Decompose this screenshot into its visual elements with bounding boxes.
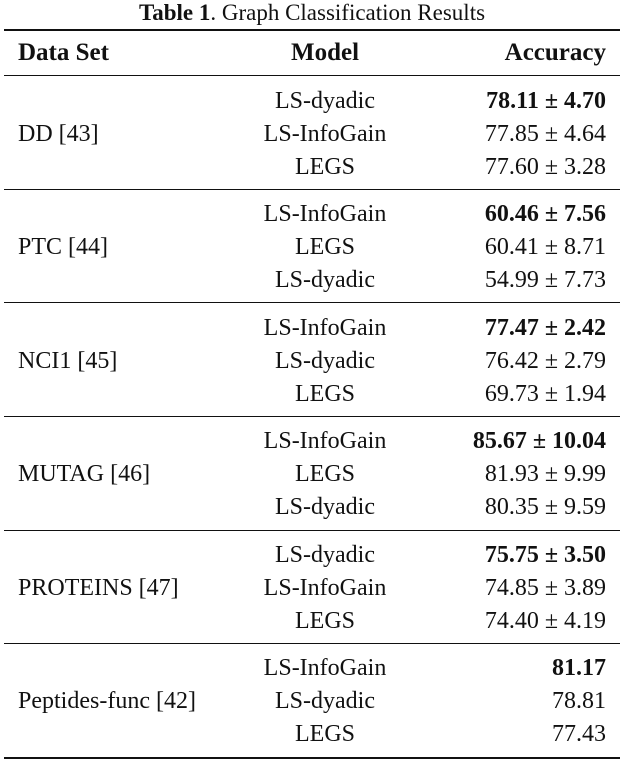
group-separator-rule [4, 530, 620, 532]
table-caption: Table 1. Graph Classification Results [0, 0, 624, 26]
dataset-name: MUTAG [46] [18, 461, 151, 487]
dataset-name: PROTEINS [47] [18, 575, 179, 601]
accuracy-value: 77.85 ± 4.64 [484, 121, 606, 147]
accuracy-value: 77.43 [552, 721, 606, 747]
accuracy-value-best: 78.11 ± 4.70 [486, 88, 606, 114]
accuracy-value: 78.81 [552, 688, 606, 714]
table-caption-text: . Graph Classification Results [210, 0, 486, 25]
bottom-rule [4, 757, 620, 760]
accuracy-value: 77.60 ± 3.28 [484, 154, 606, 180]
model-name: LEGS [295, 154, 355, 180]
model-name: LS-dyadic [275, 494, 375, 520]
accuracy-value: 60.41 ± 8.71 [484, 234, 606, 260]
model-name: LS-dyadic [275, 542, 375, 568]
group-separator-rule [4, 302, 620, 304]
accuracy-value: 74.40 ± 4.19 [484, 608, 606, 634]
accuracy-value: 81.93 ± 9.99 [484, 461, 606, 487]
accuracy-value: 54.99 ± 7.73 [484, 267, 606, 293]
model-name: LS-InfoGain [263, 428, 387, 454]
model-name: LS-InfoGain [263, 315, 387, 341]
accuracy-value: 76.42 ± 2.79 [484, 348, 606, 374]
accuracy-value-best: 75.75 ± 3.50 [484, 542, 606, 568]
top-rule [4, 29, 620, 32]
dataset-name: NCI1 [45] [18, 348, 118, 374]
model-name: LEGS [295, 381, 355, 407]
accuracy-value: 69.73 ± 1.94 [484, 381, 606, 407]
accuracy-value: 74.85 ± 3.89 [484, 575, 606, 601]
group-separator-rule [4, 189, 620, 191]
model-name: LS-InfoGain [263, 121, 387, 147]
model-name: LEGS [295, 461, 355, 487]
model-name: LS-InfoGain [263, 575, 387, 601]
accuracy-value-best: 85.67 ± 10.04 [472, 428, 606, 454]
model-name: LS-dyadic [275, 348, 375, 374]
header-accuracy: Accuracy [504, 39, 606, 66]
header-model: Model [290, 39, 360, 66]
model-name: LS-dyadic [275, 267, 375, 293]
model-name: LS-InfoGain [263, 655, 387, 681]
group-separator-rule [4, 643, 620, 645]
model-name: LEGS [295, 234, 355, 260]
dataset-name: DD [43] [18, 121, 99, 147]
accuracy-value-best: 60.46 ± 7.56 [484, 201, 606, 227]
model-name: LS-dyadic [275, 688, 375, 714]
table-caption-label: Table 1 [138, 0, 211, 25]
header-rule [4, 75, 620, 77]
dataset-name: Peptides-func [42] [18, 688, 196, 714]
dataset-name: PTC [44] [18, 234, 108, 260]
accuracy-value-best: 77.47 ± 2.42 [484, 315, 606, 341]
model-name: LEGS [295, 608, 355, 634]
model-name: LS-InfoGain [263, 201, 387, 227]
model-name: LS-dyadic [275, 88, 375, 114]
accuracy-value-best: 81.17 [552, 655, 606, 681]
group-separator-rule [4, 416, 620, 418]
accuracy-value: 80.35 ± 9.59 [484, 494, 606, 520]
header-dataset: Data Set [18, 39, 109, 66]
model-name: LEGS [295, 721, 355, 747]
